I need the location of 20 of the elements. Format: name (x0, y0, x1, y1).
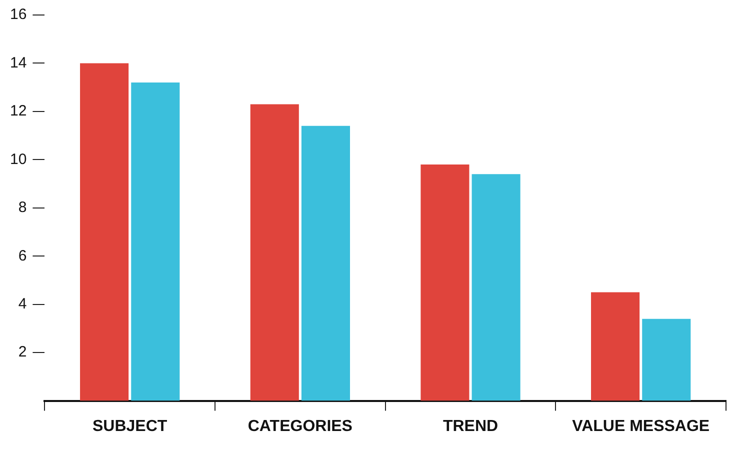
y-tick-label: 14 (10, 54, 27, 72)
y-tick-label: 6 (18, 247, 27, 264)
x-tick-label: CATEGORIES (248, 418, 353, 435)
x-tick-label: TREND (442, 418, 498, 435)
y-tick-label: 8 (18, 199, 27, 216)
bar (591, 292, 640, 401)
bar (301, 126, 350, 401)
bar (420, 164, 470, 401)
y-tick-label: 2 (18, 344, 27, 361)
bar (642, 318, 691, 401)
y-tick-label: 10 (10, 150, 27, 168)
x-tick-label: SUBJECT (92, 418, 168, 435)
y-tick-label: 12 (10, 102, 27, 120)
y-tick-label: 4 (18, 295, 27, 312)
bar (131, 82, 180, 401)
bar (80, 63, 129, 401)
bar (250, 104, 299, 401)
y-tick-label: 16 (10, 6, 27, 24)
bar (472, 174, 520, 401)
x-tick-label: VALUE MESSAGE (572, 418, 710, 435)
